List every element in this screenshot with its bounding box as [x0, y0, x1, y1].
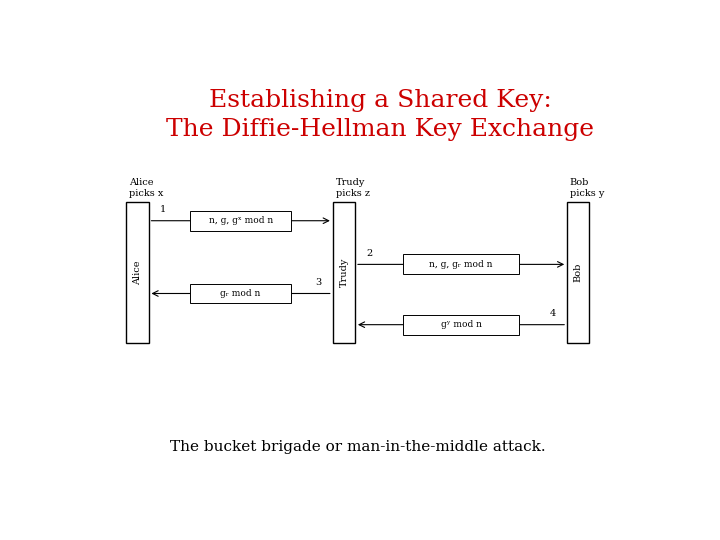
- FancyBboxPatch shape: [402, 254, 519, 274]
- Text: 1: 1: [160, 206, 166, 214]
- FancyBboxPatch shape: [402, 315, 519, 335]
- Text: 4: 4: [549, 309, 556, 319]
- Text: Establishing a Shared Key:: Establishing a Shared Key:: [209, 89, 552, 112]
- Text: The bucket brigade or man-in-the-middle attack.: The bucket brigade or man-in-the-middle …: [170, 440, 546, 454]
- Text: gᵣ mod n: gᵣ mod n: [220, 289, 261, 298]
- FancyBboxPatch shape: [190, 211, 292, 231]
- FancyBboxPatch shape: [190, 284, 292, 303]
- Text: Bob
picks y: Bob picks y: [570, 178, 604, 198]
- Text: The Diffie-Hellman Key Exchange: The Diffie-Hellman Key Exchange: [166, 118, 594, 141]
- Text: Alice: Alice: [133, 260, 142, 285]
- Text: Trudy: Trudy: [339, 258, 348, 287]
- Text: 2: 2: [366, 249, 372, 258]
- Text: n, g, gˣ mod n: n, g, gˣ mod n: [209, 216, 273, 225]
- FancyBboxPatch shape: [567, 202, 590, 343]
- Text: n, g, gᵣ mod n: n, g, gᵣ mod n: [429, 260, 492, 269]
- FancyBboxPatch shape: [333, 202, 355, 343]
- Text: 3: 3: [315, 278, 322, 287]
- Text: Bob: Bob: [574, 263, 582, 282]
- Text: Trudy
picks z: Trudy picks z: [336, 178, 369, 198]
- FancyBboxPatch shape: [126, 202, 148, 343]
- Text: Alice
picks x: Alice picks x: [129, 178, 163, 198]
- Text: gʸ mod n: gʸ mod n: [441, 320, 482, 329]
